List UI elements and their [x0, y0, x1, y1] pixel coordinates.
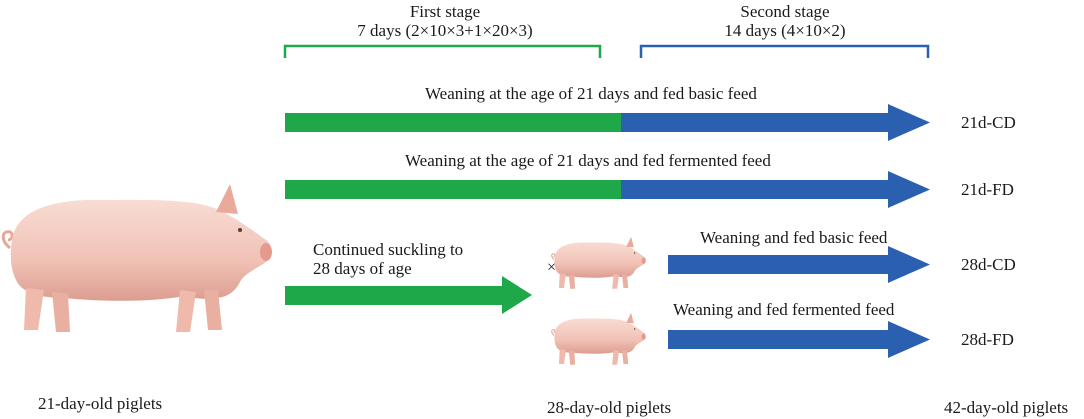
- suckling-label-line2: 28 days of age: [313, 259, 412, 278]
- arrow-28d-fd: [668, 321, 930, 358]
- large-pig-image: [1, 182, 274, 334]
- second-stage-detail: 14 days (4×10×2): [724, 21, 846, 40]
- group-label-21d-cd: 21d-CD: [961, 113, 1016, 132]
- first-stage-bracket: [283, 44, 602, 58]
- arrow-21d-cd-green-segment: [285, 113, 622, 132]
- cross-mark: ×: [547, 259, 557, 276]
- arrow-21d-fd-blue-head: [621, 171, 930, 208]
- small-pig-image-1: [551, 236, 647, 290]
- bottom-label-42-day: 42-day-old piglets: [944, 398, 1069, 417]
- arrow-label-21d-fd: Weaning at the age of 21 days and fed fe…: [405, 151, 771, 170]
- second-stage-title: Second stage: [740, 2, 830, 21]
- bottom-label-28-day: 28-day-old piglets: [547, 398, 672, 417]
- group-label-21d-fd: 21d-FD: [961, 180, 1014, 199]
- suckling-label-line1: Continued suckling to: [313, 240, 464, 259]
- second-stage-bracket: [639, 44, 930, 58]
- arrow-label-28d-fd: Weaning and fed fermented feed: [673, 300, 895, 319]
- arrow-label-21d-cd: Weaning at the age of 21 days and fed ba…: [425, 84, 757, 103]
- bottom-label-21-day: 21-day-old piglets: [38, 394, 163, 413]
- arrow-21d-fd-green-segment: [285, 180, 622, 199]
- small-pig-image-2: [551, 312, 647, 366]
- group-label-28d-cd: 28d-CD: [961, 255, 1016, 274]
- suckling-arrow: [285, 276, 532, 314]
- first-stage-title: First stage: [409, 2, 481, 21]
- arrow-28d-cd: [668, 246, 930, 283]
- group-label-28d-fd: 28d-FD: [961, 330, 1014, 349]
- arrow-21d-cd-blue-head: [621, 104, 930, 141]
- arrow-label-28d-cd: Weaning and fed basic feed: [700, 228, 888, 247]
- first-stage-detail: 7 days (2×10×3+1×20×3): [357, 21, 533, 40]
